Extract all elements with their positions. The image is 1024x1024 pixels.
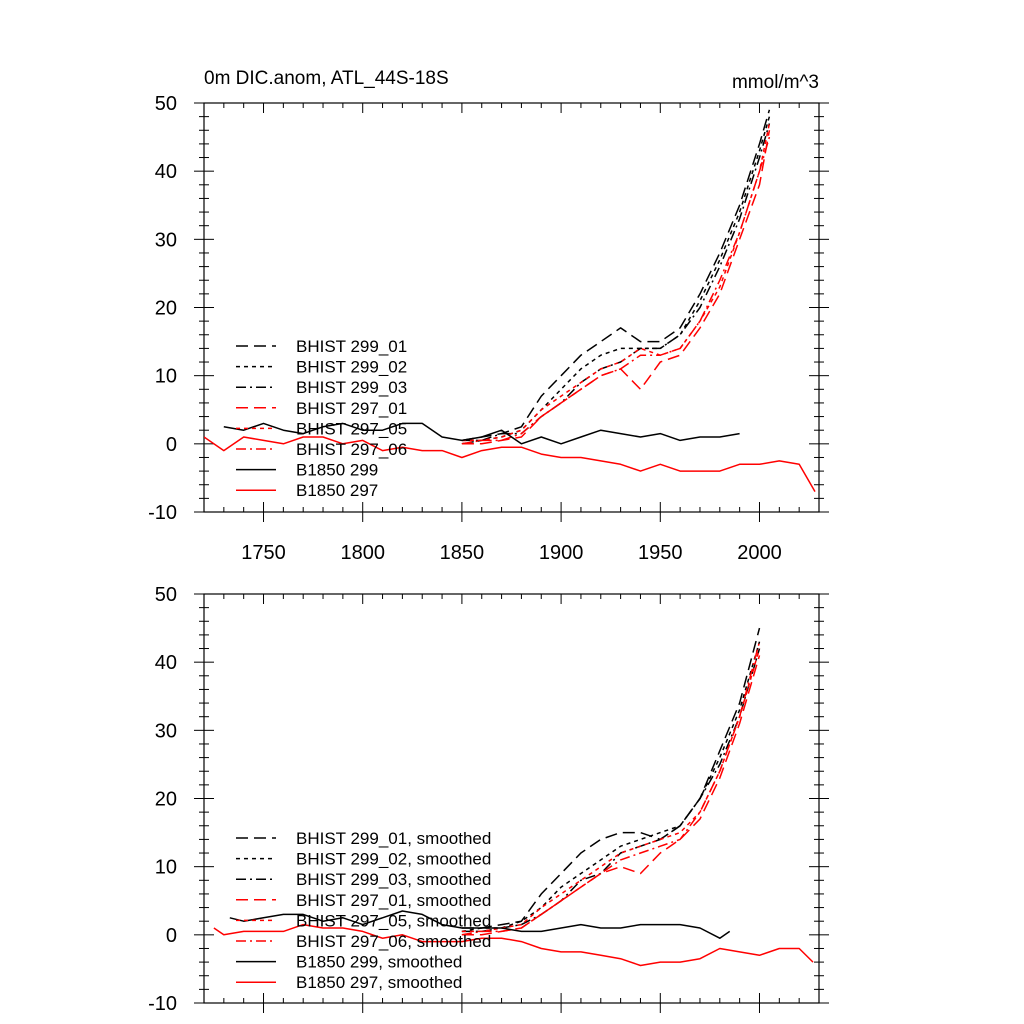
series-line-6 [229, 910, 731, 939]
y-tick-label: 20 [155, 298, 177, 320]
y-tick-label: 30 [155, 229, 177, 251]
series-line-0 [461, 109, 771, 442]
x-tick-label: 1750 [241, 542, 286, 564]
legend: BHIST 299_01, smoothed BHIST 299_02, smoo… [236, 829, 491, 992]
legend-label: BHIST 299_02, smoothed [296, 850, 491, 869]
top-panel-units: mmol/m^3 [732, 72, 819, 93]
series-line-4 [461, 648, 761, 933]
legend-label: BHIST 299_03, smoothed [296, 870, 491, 889]
legend-label: B1850 299, smoothed [296, 953, 462, 972]
y-tick-label: 30 [155, 720, 177, 742]
series-line-4 [461, 123, 771, 442]
series-line-3 [461, 130, 771, 445]
y-tick-label: 40 [155, 161, 177, 183]
y-tick-label: 50 [155, 584, 177, 606]
legend-label: BHIST 297_01, smoothed [296, 891, 491, 910]
y-tick-label: -10 [148, 993, 177, 1015]
series-group [213, 627, 814, 967]
x-tick-label: 1950 [638, 542, 683, 564]
series-line-1 [461, 641, 761, 933]
y-tick-label: 40 [155, 652, 177, 674]
series-line-7 [213, 923, 814, 967]
y-tick-label: -10 [148, 502, 177, 524]
series-line-7 [204, 436, 816, 492]
y-tick-label: 10 [155, 857, 177, 879]
legend-label: BHIST 299_01, smoothed [296, 829, 491, 848]
legend-label: BHIST 299_01 [296, 337, 407, 356]
x-tick-label: 1900 [539, 542, 584, 564]
series-line-6 [223, 422, 740, 445]
legend-label: B1850 297 [296, 481, 378, 500]
legend-label: BHIST 297_06, smoothed [296, 932, 491, 951]
y-tick-label: 50 [155, 93, 177, 115]
series-group [204, 109, 816, 492]
series-line-3 [461, 655, 761, 936]
legend-label: BHIST 297_01 [296, 399, 407, 418]
y-tick-label: 10 [155, 366, 177, 388]
legend-label: BHIST 297_05, smoothed [296, 911, 491, 930]
legend-label: BHIST 297_06 [296, 440, 407, 459]
x-tick-label: 2000 [737, 542, 782, 564]
legend-label: BHIST 297_05 [296, 419, 407, 438]
series-line-1 [461, 116, 771, 445]
top-panel-title: 0m DIC.anom, ATL_44S-18S [204, 68, 449, 89]
legend-label: B1850 299 [296, 461, 378, 480]
top-panel: 0m DIC.anom, ATL_44S-18S mmol/m^3 1750 18… [148, 68, 829, 564]
legend-label: BHIST 299_02 [296, 358, 407, 377]
series-line-2 [461, 648, 761, 933]
x-tick-label: 1850 [440, 542, 485, 564]
legend-label: B1850 297, smoothed [296, 973, 462, 992]
series-line-5 [461, 136, 771, 445]
series-line-0 [461, 627, 761, 929]
series-line-5 [461, 641, 761, 936]
y-tick-label: 20 [155, 789, 177, 811]
legend-label: BHIST 299_03 [296, 378, 407, 397]
x-tick-label: 1800 [340, 542, 385, 564]
y-tick-label: 0 [166, 434, 177, 456]
series-line-2 [461, 123, 771, 442]
y-tick-label: 0 [166, 925, 177, 947]
